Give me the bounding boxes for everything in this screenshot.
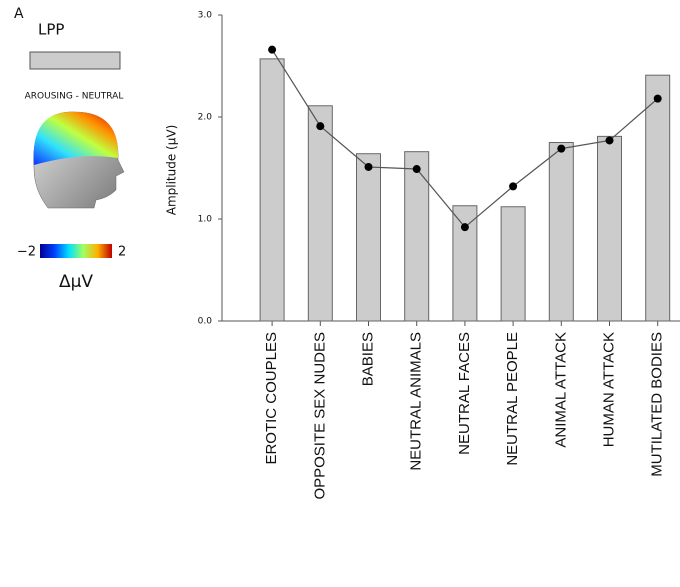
panel-label: A [14,6,24,22]
line-point [364,162,373,171]
y-tick-label: 0.0 [198,317,213,327]
y-tick-label: 2.0 [198,113,213,123]
x-tick-label: EROTIC COUPLES [263,332,280,465]
bar [452,205,478,322]
line-point [412,165,421,174]
x-tick-label: BABIES [359,332,376,386]
line-point [460,223,469,232]
legend-label: LPP [38,21,64,39]
colorbar [40,244,112,258]
line-point [605,136,614,145]
x-tick-label: OPPOSITE SEX NUDES [311,332,328,500]
line-point [316,122,325,131]
colorbar-min: −2 [17,245,36,260]
head-illustration [33,111,125,209]
line-point [653,94,662,103]
colorbar-unit: ΔμV [59,272,93,292]
line-point [509,182,518,191]
colorbar-max: 2 [118,245,126,260]
bar [259,58,285,322]
bar [404,151,430,322]
x-tick-label: ANIMAL ATTACK [552,332,569,448]
bar [307,105,333,322]
legend-swatch [29,51,121,70]
x-tick-label: MUTILATED BODIES [649,332,666,477]
x-tick-label: NEUTRAL ANIMALS [408,332,425,471]
line-point [268,45,277,54]
y-tick-label: 1.0 [198,215,213,225]
bar [356,153,381,322]
x-tick-label: HUMAN ATTACK [600,332,617,447]
inset-title: AROUSING - NEUTRAL [25,92,124,102]
bar [597,135,622,322]
y-tick-label: 3.0 [198,11,213,21]
bar [548,142,574,322]
line-point [557,144,566,153]
x-tick-label: NEUTRAL PEOPLE [504,332,521,466]
bar [645,74,671,322]
y-axis-label: Amplitude (μV) [165,125,179,216]
x-tick-label: NEUTRAL FACES [456,332,473,455]
bar [500,206,526,322]
